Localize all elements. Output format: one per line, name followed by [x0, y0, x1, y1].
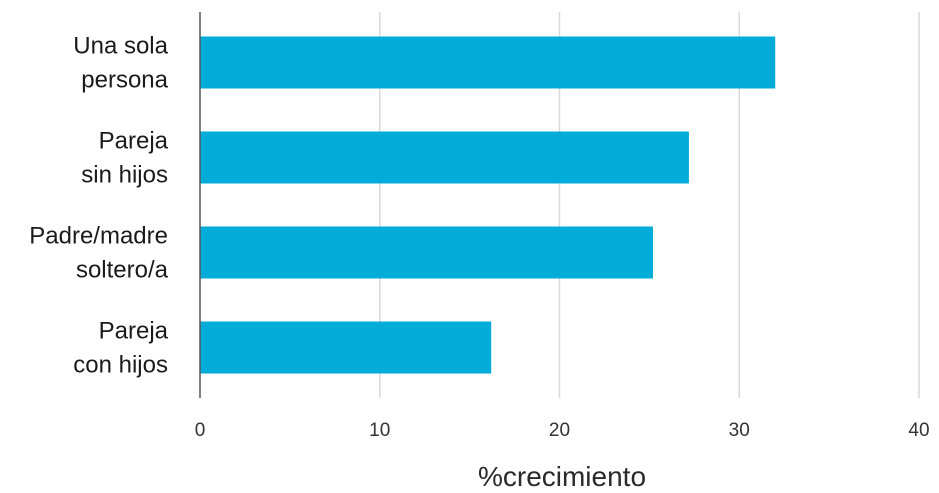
x-tick-labels: 0 10 20 30 40 — [195, 420, 930, 441]
x-tick-label: 40 — [908, 420, 929, 441]
category-label: Pareja con hijos — [73, 318, 168, 379]
category-label: Una sola persona — [73, 33, 168, 94]
x-tick-label: 20 — [549, 420, 570, 441]
bar — [200, 321, 492, 374]
bar — [200, 36, 776, 89]
bar — [200, 226, 653, 279]
bar — [200, 131, 689, 184]
category-label: Padre/madre soltero/a — [29, 223, 168, 284]
category-labels: Una sola persona Pareja sin hijos Padre/madr… — [29, 33, 168, 379]
x-tick-label: 0 — [195, 420, 206, 441]
x-tick-label: 10 — [369, 420, 390, 441]
x-axis-title: %crecimiento — [478, 461, 646, 492]
x-tick-label: 30 — [729, 420, 750, 441]
category-label: Pareja sin hijos — [81, 128, 168, 189]
bars — [200, 36, 776, 374]
